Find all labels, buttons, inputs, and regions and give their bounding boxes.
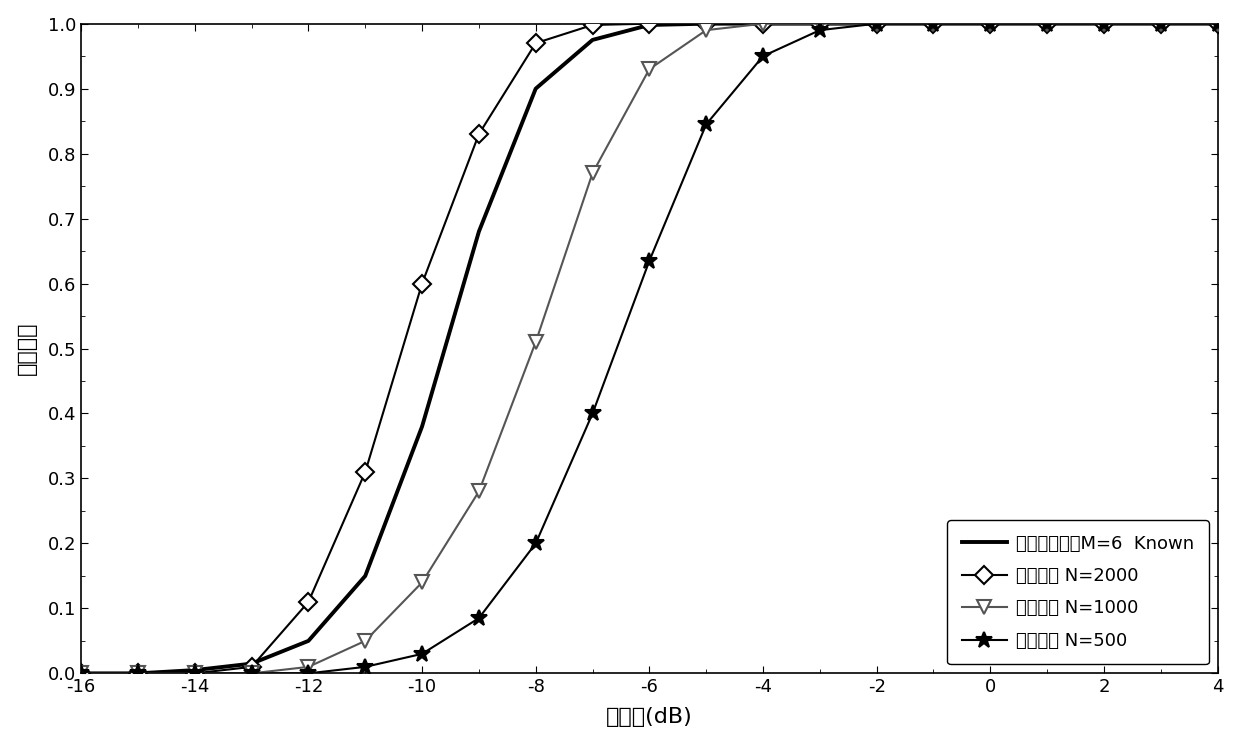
本发明， N=500 bbox=[471, 614, 486, 623]
传统欠采样，M=6  Known bbox=[301, 636, 316, 645]
本发明， N=500 bbox=[585, 409, 600, 418]
本发明， N=2000 bbox=[983, 19, 998, 28]
本发明， N=2000 bbox=[755, 19, 770, 28]
Legend: 传统欠采样，M=6  Known, 本发明， N=2000, 本发明， N=1000, 本发明， N=500: 传统欠采样，M=6 Known, 本发明， N=2000, 本发明， N=100… bbox=[947, 520, 1209, 664]
本发明， N=1000 bbox=[1039, 19, 1054, 28]
本发明， N=2000 bbox=[812, 19, 827, 28]
Line: 本发明， N=2000: 本发明， N=2000 bbox=[74, 17, 1224, 679]
本发明， N=2000 bbox=[187, 669, 202, 678]
本发明， N=1000 bbox=[528, 338, 543, 347]
本发明， N=1000 bbox=[73, 669, 88, 678]
本发明， N=500 bbox=[812, 26, 827, 35]
传统欠采样，M=6  Known bbox=[926, 19, 941, 28]
本发明， N=2000 bbox=[414, 279, 429, 288]
传统欠采样，M=6  Known bbox=[358, 571, 373, 580]
本发明， N=1000 bbox=[471, 487, 486, 496]
本发明， N=2000 bbox=[244, 662, 259, 671]
本发明， N=1000 bbox=[1210, 19, 1225, 28]
本发明， N=1000 bbox=[642, 65, 657, 74]
本发明， N=500 bbox=[699, 120, 714, 129]
传统欠采样，M=6  Known bbox=[983, 19, 998, 28]
传统欠采样，M=6  Known bbox=[699, 19, 714, 28]
本发明， N=500 bbox=[1039, 19, 1054, 28]
本发明， N=2000 bbox=[301, 597, 316, 606]
本发明， N=2000 bbox=[926, 19, 941, 28]
本发明， N=1000 bbox=[812, 19, 827, 28]
本发明， N=1000 bbox=[585, 169, 600, 178]
Line: 本发明， N=500: 本发明， N=500 bbox=[73, 16, 1226, 682]
传统欠采样，M=6  Known bbox=[642, 21, 657, 30]
传统欠采样，M=6  Known bbox=[1210, 19, 1225, 28]
传统欠采样，M=6  Known bbox=[244, 659, 259, 668]
Y-axis label: 检测概率: 检测概率 bbox=[16, 321, 37, 375]
本发明， N=500 bbox=[301, 669, 316, 678]
本发明， N=1000 bbox=[755, 19, 770, 28]
本发明， N=2000 bbox=[1096, 19, 1111, 28]
本发明， N=1000 bbox=[926, 19, 941, 28]
本发明， N=2000 bbox=[585, 21, 600, 30]
本发明， N=2000 bbox=[869, 19, 884, 28]
本发明， N=500 bbox=[983, 19, 998, 28]
传统欠采样，M=6  Known bbox=[585, 36, 600, 45]
本发明， N=1000 bbox=[187, 669, 202, 678]
本发明， N=1000 bbox=[130, 669, 145, 678]
本发明， N=500 bbox=[73, 669, 88, 678]
本发明， N=500 bbox=[926, 19, 941, 28]
本发明， N=500 bbox=[130, 669, 145, 678]
本发明， N=1000 bbox=[869, 19, 884, 28]
传统欠采样，M=6  Known bbox=[73, 669, 88, 678]
X-axis label: 信噪比(dB): 信噪比(dB) bbox=[606, 708, 693, 728]
本发明， N=1000 bbox=[1096, 19, 1111, 28]
本发明， N=500 bbox=[1210, 19, 1225, 28]
本发明， N=1000 bbox=[358, 636, 373, 645]
本发明， N=500 bbox=[869, 19, 884, 28]
本发明， N=1000 bbox=[983, 19, 998, 28]
传统欠采样，M=6  Known bbox=[528, 84, 543, 93]
本发明， N=2000 bbox=[1210, 19, 1225, 28]
本发明， N=500 bbox=[414, 650, 429, 658]
传统欠采样，M=6  Known bbox=[869, 19, 884, 28]
本发明， N=500 bbox=[1153, 19, 1168, 28]
传统欠采样，M=6  Known bbox=[414, 422, 429, 431]
本发明， N=2000 bbox=[73, 669, 88, 678]
本发明， N=2000 bbox=[1153, 19, 1168, 28]
传统欠采样，M=6  Known bbox=[812, 19, 827, 28]
传统欠采样，M=6  Known bbox=[1039, 19, 1054, 28]
本发明， N=2000 bbox=[130, 669, 145, 678]
传统欠采样，M=6  Known bbox=[471, 227, 486, 236]
本发明， N=2000 bbox=[642, 19, 657, 28]
本发明， N=2000 bbox=[358, 467, 373, 476]
本发明， N=500 bbox=[187, 669, 202, 678]
传统欠采样，M=6  Known bbox=[755, 19, 770, 28]
Line: 本发明， N=1000: 本发明， N=1000 bbox=[74, 16, 1225, 680]
本发明， N=1000 bbox=[1153, 19, 1168, 28]
本发明， N=500 bbox=[244, 669, 259, 678]
本发明， N=1000 bbox=[414, 578, 429, 587]
本发明， N=500 bbox=[1096, 19, 1111, 28]
本发明， N=500 bbox=[358, 662, 373, 671]
本发明， N=2000 bbox=[699, 19, 714, 28]
传统欠采样，M=6  Known bbox=[130, 669, 145, 678]
本发明， N=1000 bbox=[301, 662, 316, 671]
本发明， N=2000 bbox=[471, 129, 486, 138]
传统欠采样，M=6  Known bbox=[1153, 19, 1168, 28]
本发明， N=2000 bbox=[1039, 19, 1054, 28]
本发明， N=1000 bbox=[699, 26, 714, 35]
传统欠采样，M=6  Known bbox=[187, 666, 202, 675]
本发明， N=500 bbox=[755, 51, 770, 60]
本发明， N=500 bbox=[642, 257, 657, 266]
本发明， N=2000 bbox=[528, 39, 543, 48]
本发明， N=1000 bbox=[244, 669, 259, 678]
Line: 传统欠采样，M=6  Known: 传统欠采样，M=6 Known bbox=[81, 24, 1218, 673]
本发明， N=500 bbox=[528, 539, 543, 548]
传统欠采样，M=6  Known bbox=[1096, 19, 1111, 28]
